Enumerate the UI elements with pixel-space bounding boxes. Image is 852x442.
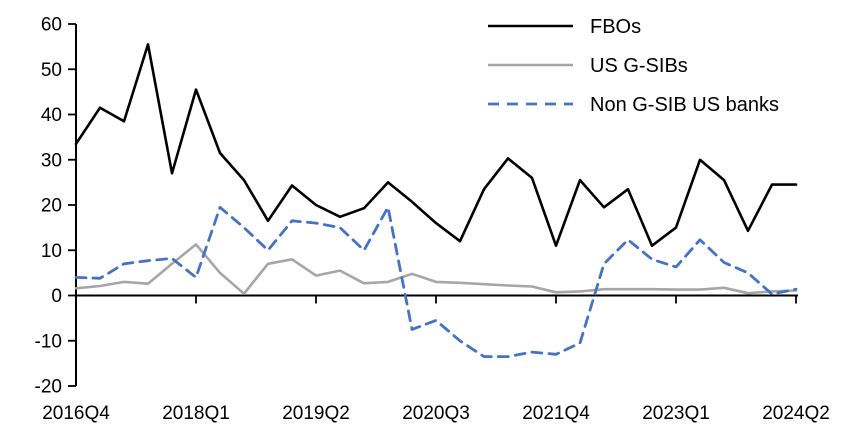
series-line-non-g-sib-us-banks — [74, 205, 798, 359]
x-axis-label: 2020Q3 — [402, 403, 470, 424]
y-axis-label: 30 — [41, 150, 62, 171]
y-axis-label: -10 — [35, 331, 62, 352]
x-axis-label: 2021Q4 — [522, 403, 590, 424]
series-line-fbos — [74, 43, 798, 247]
series-line-us-g-sibs — [74, 243, 798, 296]
legend-label: FBOs — [590, 16, 641, 38]
x-axis-label: 2018Q1 — [162, 403, 230, 424]
legend-label: US G-SIBs — [590, 55, 688, 77]
x-axis-label: 2023Q1 — [642, 403, 710, 424]
x-axis-label: 2024Q2 — [762, 403, 830, 424]
y-axis-label: 0 — [51, 286, 62, 307]
x-axis-label: 2016Q4 — [42, 403, 110, 424]
x-axis-label: 2019Q2 — [282, 403, 350, 424]
y-axis-label: 20 — [41, 196, 62, 217]
y-axis-label: 60 — [41, 15, 62, 36]
y-axis-label: -20 — [35, 377, 62, 398]
y-axis-label: 10 — [41, 241, 62, 262]
legend-label: Non G-SIB US banks — [590, 94, 779, 116]
y-axis-label: 40 — [41, 105, 62, 126]
y-axis-label: 50 — [41, 60, 62, 81]
